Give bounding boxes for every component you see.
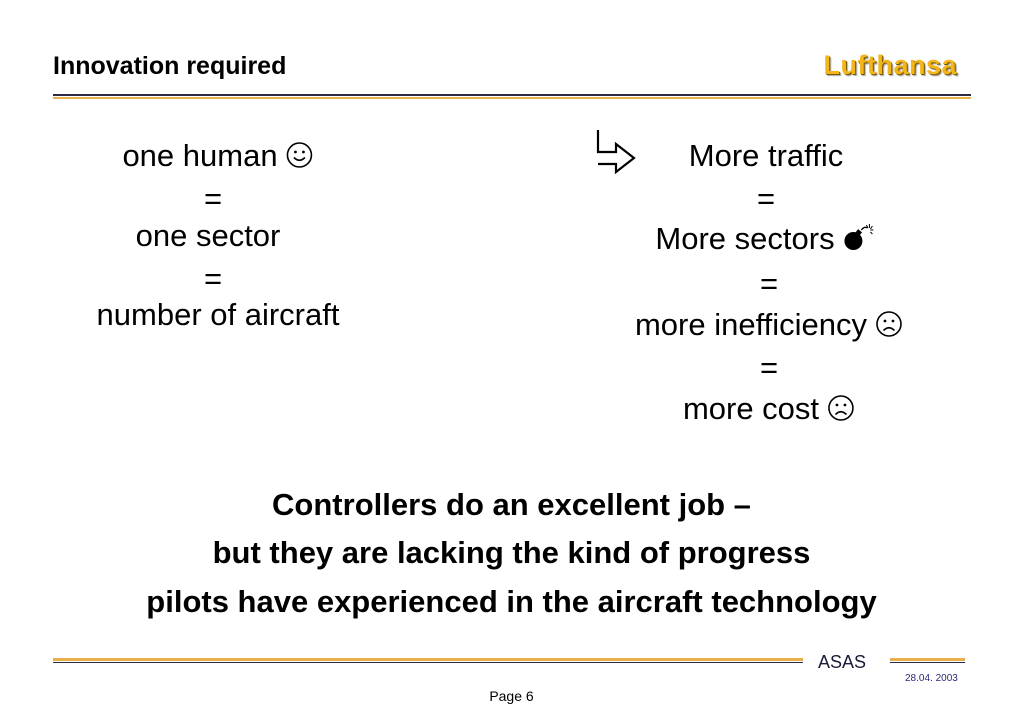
right-line-2: More sectors (655, 223, 876, 258)
right-line-4-text: more cost (682, 391, 820, 426)
left-equals-1: = (203, 181, 223, 216)
left-line-3: number of aircraft (96, 297, 340, 332)
frown-icon (875, 310, 903, 343)
left-line-1-text: one human (122, 138, 278, 173)
right-line-2-text: More sectors (655, 221, 835, 256)
header-rule-gold (53, 97, 971, 99)
slide-title: Innovation required (53, 52, 287, 80)
left-equals-2: = (203, 261, 223, 296)
takeaway-line-2: but they are lacking the kind of progres… (212, 535, 811, 570)
footer-date: 28.04. 2003 (905, 673, 958, 684)
header-rule-dark (53, 94, 971, 96)
right-line-3-text: more inefficiency (634, 307, 868, 342)
right-line-1: More traffic (688, 138, 844, 173)
footer-rule-gold (53, 658, 803, 661)
bomb-icon (843, 223, 877, 258)
footer-label: ASAS (818, 652, 867, 672)
brand-logo: Lufthansa (823, 50, 957, 80)
right-equals-3: = (759, 350, 779, 385)
right-line-3: more inefficiency (635, 309, 903, 343)
page-number: Page 6 (489, 688, 534, 704)
takeaway-line-1: Controllers do an excellent job – (272, 487, 751, 522)
right-equals-1: = (756, 181, 776, 216)
footer-rule-dark (53, 662, 803, 663)
takeaway-line-3: pilots have experienced in the aircraft … (146, 584, 877, 619)
right-line-4: more cost (683, 393, 855, 427)
left-line-1: one human (122, 140, 313, 174)
smiley-icon (286, 141, 314, 174)
left-line-2: one sector (135, 218, 281, 253)
arrow-down-right-icon (594, 126, 638, 175)
footer-rule-gold-right (890, 658, 965, 661)
footer-rule-dark-right (890, 662, 965, 663)
right-equals-2: = (759, 266, 779, 301)
frown-icon (827, 394, 855, 427)
